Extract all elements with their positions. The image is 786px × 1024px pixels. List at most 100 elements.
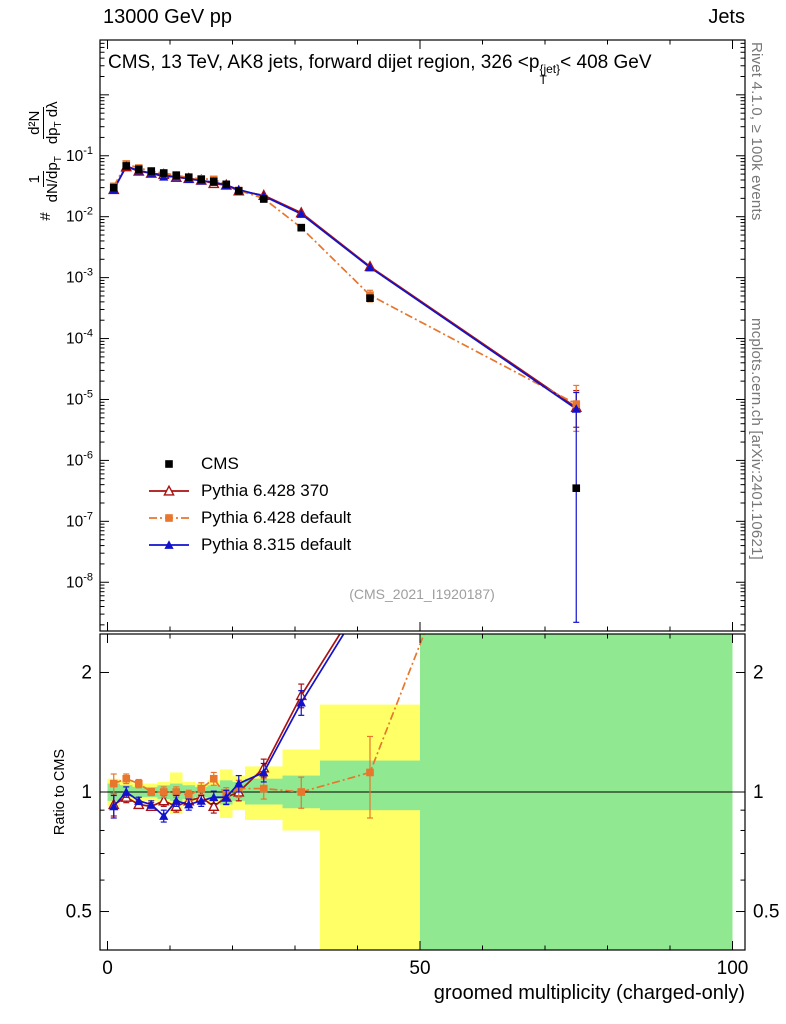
marker (572, 484, 581, 492)
marker (159, 169, 168, 177)
ytick-label-top: 10-6 (66, 449, 93, 469)
fraction-one-denominator: dN/dpT (43, 156, 64, 203)
yaxis-title-ratio: Ratio to CMS (52, 748, 68, 836)
marker (171, 796, 181, 805)
xtick-label: 0 (102, 958, 113, 979)
ytick-label-ratio-right: 2 (753, 662, 764, 683)
marker (296, 697, 306, 707)
ytick-label-top: 10-8 (66, 571, 93, 591)
fraction-two-numerator: d²N (25, 106, 44, 139)
marker (197, 784, 206, 793)
beam-energy-label: 13000 GeV pp (103, 6, 232, 28)
marker (134, 796, 144, 805)
yaxis-title-top: # 1 dN/dpT d²N dpT dλ (13, 25, 77, 295)
ytick-label-ratio-left: 1 (81, 782, 92, 803)
pt-jet-notation: {jet} T (539, 63, 560, 87)
marker (366, 294, 374, 302)
marker (365, 262, 375, 272)
analysis-id-watermark: (CMS_2021_I1920187) (349, 586, 495, 602)
legend-label: CMS (201, 453, 239, 473)
legend-marker-pythia8-default (149, 539, 189, 549)
ytick-label-ratio-right: 1 (753, 782, 764, 803)
marker (234, 778, 244, 788)
marker (572, 400, 581, 408)
marker (147, 167, 156, 175)
marker (184, 173, 193, 181)
pt-subscript: T (539, 73, 547, 87)
legend-item-pythia6-default: Pythia 6.428 default (146, 506, 351, 529)
fraction-one: 1 dN/dpT (25, 154, 65, 204)
marker (222, 180, 231, 189)
mcplots-attribution: mcplots.cern.ch [arXiv:2401.10621] (748, 318, 765, 560)
hash-symbol: # (36, 212, 54, 221)
marker (122, 774, 131, 783)
ytick-label-ratio-left: 0.5 (66, 902, 92, 923)
marker (159, 811, 169, 820)
marker (259, 784, 268, 793)
marker (259, 195, 268, 203)
marker (366, 768, 374, 777)
top-panel-frame (99, 39, 746, 632)
ytick-label-ratio-right: 0.5 (753, 902, 779, 923)
legend-marker-cms (165, 459, 173, 468)
legend-marker-pythia6-370 (149, 484, 189, 496)
curve-pythia6-default (113, 162, 577, 405)
ratio-uncertainty-bands (100, 634, 745, 950)
marker (209, 792, 219, 802)
band-green (420, 634, 733, 950)
legend-label: Pythia 8.315 default (201, 534, 352, 554)
plot-title-post: < 408 GeV (560, 52, 652, 73)
ytick-label-top: 10-2 (66, 206, 93, 226)
xtick-label: 100 (717, 958, 749, 979)
ytick-label-ratio-left: 2 (81, 662, 92, 683)
axes: 10-8 10-7 10-6 10-5 10-4 10-3 10-2 10-1 0.5 0.5 1 1… (66, 39, 779, 979)
marker (109, 183, 118, 192)
marker (221, 792, 231, 802)
ratio-curve-pythia6-default (113, 634, 425, 797)
marker (571, 404, 581, 413)
marker (109, 779, 118, 788)
marker (196, 796, 206, 805)
fraction-two: d²N dpT dλ (25, 99, 65, 146)
marker (147, 788, 156, 796)
ytick-label-top: 10-7 (66, 510, 93, 530)
marker (157, 794, 170, 806)
marker (209, 774, 218, 783)
curve-pythia6-370 (113, 165, 577, 409)
marker (159, 788, 168, 796)
ytick-label-top: 10-4 (66, 328, 93, 348)
marker (121, 787, 131, 796)
marker (209, 177, 218, 186)
legend-item-pythia6-370: Pythia 6.428 370 (146, 479, 351, 502)
marker (297, 788, 306, 796)
ytick-label-top: 10-3 (66, 267, 93, 287)
rivet-version-note: Rivet 4.1.0, ≥ 100k events (748, 42, 765, 221)
legend-item-cms: CMS (146, 452, 351, 475)
legend-label: Pythia 6.428 370 (201, 480, 329, 500)
marker (172, 788, 181, 796)
analysis-group-label: Jets (708, 6, 745, 28)
marker (184, 799, 194, 809)
marker (197, 175, 206, 184)
marker (134, 165, 143, 174)
legend-item-pythia8-default: Pythia 8.315 default (146, 533, 351, 556)
fraction-one-numerator: 1 (25, 171, 44, 188)
marker (297, 223, 306, 232)
marker (172, 171, 181, 179)
marker (259, 767, 269, 777)
marker (234, 187, 243, 195)
legend-label: Pythia 6.428 default (201, 507, 352, 527)
fraction-two-denominator: dpT dλ (43, 101, 64, 145)
plot-title-pre: CMS, 13 TeV, AK8 jets, forward dijet reg… (108, 52, 540, 73)
ytick-label-top: 10-1 (66, 145, 93, 165)
ratio-panel-series (107, 634, 425, 823)
marker (146, 799, 156, 809)
legend: CMS Pythia 6.428 370 Pythia 6.428 default P… (146, 452, 351, 556)
marker (296, 209, 306, 218)
curve-pythia8-default (112, 164, 577, 410)
marker (134, 779, 143, 788)
legend-marker-pythia6-default (149, 513, 189, 522)
marker (184, 791, 193, 800)
